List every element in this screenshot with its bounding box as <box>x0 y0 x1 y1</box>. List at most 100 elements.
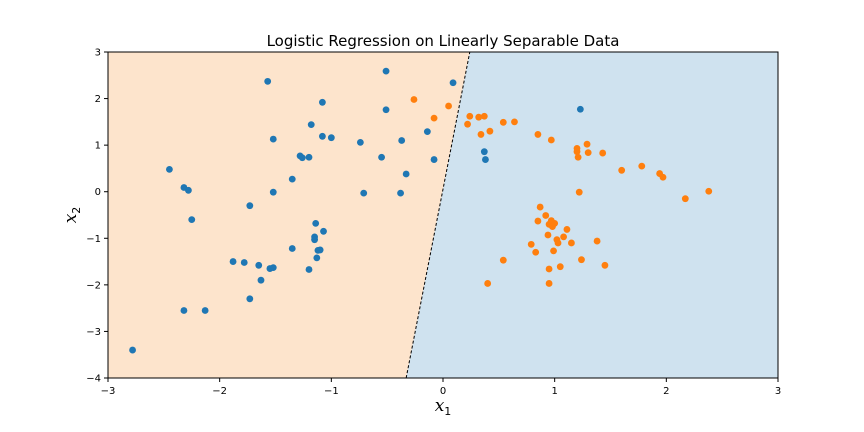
x-tick-label: 0 <box>440 386 446 397</box>
class-0-point <box>166 165 173 173</box>
class-0-point <box>298 154 306 162</box>
class-0-point <box>320 227 327 235</box>
class-1-point <box>556 263 564 271</box>
class-1-point <box>527 240 535 248</box>
class-0-point <box>313 254 321 262</box>
chart-title: Logistic Regression on Linearly Separabl… <box>267 32 620 50</box>
class-1-point <box>638 162 646 170</box>
class-1-point <box>560 233 567 241</box>
class-1-point <box>681 195 689 203</box>
class-0-point <box>288 175 296 183</box>
class-1-point <box>486 127 494 135</box>
class-1-point <box>480 112 488 120</box>
class-1-point <box>545 280 553 287</box>
class-0-point <box>430 156 438 163</box>
class-0-point <box>398 137 406 144</box>
class-1-point <box>601 261 609 269</box>
x-axis-label-base: x <box>435 396 445 416</box>
class-1-point <box>547 136 555 144</box>
class-1-point <box>575 188 583 196</box>
x-tick-label: 3 <box>775 386 781 397</box>
class-1-point <box>484 280 492 287</box>
class-0-point <box>397 189 404 197</box>
x-tick-label: 1 <box>551 386 557 397</box>
class-1-point <box>618 166 626 174</box>
x-tick-label: −3 <box>101 386 116 397</box>
class-1-point <box>573 148 581 156</box>
class-0-point <box>423 128 431 136</box>
class-0-point <box>305 153 313 161</box>
class-1-point <box>551 219 559 227</box>
y-axis-label: x2 <box>61 207 83 224</box>
x-tick-label: −2 <box>212 386 227 397</box>
class-1-point <box>574 153 582 161</box>
class-1-point <box>544 231 552 239</box>
class-0-point <box>319 132 326 140</box>
class-0-point <box>255 261 263 269</box>
class-0-region <box>108 52 470 378</box>
class-1-point <box>542 212 550 219</box>
y-axis-ticks: −4 −3 −2 −1 0 1 2 3 <box>86 48 108 385</box>
class-0-point <box>257 276 265 284</box>
class-0-point <box>269 188 277 196</box>
y-tick-label: 0 <box>95 187 101 198</box>
y-tick-label: 2 <box>95 94 101 105</box>
class-1-point <box>466 112 474 120</box>
class-0-point <box>449 79 457 87</box>
class-0-point <box>185 186 192 194</box>
class-1-point <box>534 131 542 138</box>
class-1-point <box>445 102 452 110</box>
y-tick-label: −4 <box>86 374 101 385</box>
class-0-point <box>319 98 326 106</box>
class-0-point <box>246 202 254 210</box>
class-1-point <box>705 187 713 195</box>
class-0-point <box>312 219 320 227</box>
class-0-point <box>327 134 335 142</box>
class-1-point <box>511 118 518 126</box>
class-0-point <box>129 346 136 354</box>
class-0-point <box>288 245 296 252</box>
class-0-point <box>356 138 364 146</box>
class-1-point <box>499 256 507 264</box>
y-tick-label: 1 <box>95 141 101 152</box>
class-1-point <box>554 239 562 247</box>
class-1-point <box>430 114 438 122</box>
plot-area <box>107 51 779 379</box>
class-1-point <box>475 113 483 121</box>
class-1-point <box>545 265 553 273</box>
class-0-point <box>382 106 390 114</box>
class-0-point <box>576 105 584 113</box>
class-1-point <box>593 237 601 245</box>
class-1-point <box>584 149 592 156</box>
class-0-point <box>305 266 313 273</box>
class-0-point <box>240 259 248 266</box>
class-0-point <box>360 189 368 197</box>
class-0-point <box>269 264 277 272</box>
class-0-point <box>382 67 390 75</box>
x-axis-label: x1 <box>435 396 452 418</box>
y-tick-label: −3 <box>86 327 101 338</box>
decision-boundary-line <box>405 51 471 379</box>
class-1-point <box>536 203 544 211</box>
class-1-point <box>563 226 571 233</box>
class-0-point <box>307 121 315 129</box>
class-1-point <box>477 131 485 138</box>
class-1-point <box>534 217 542 225</box>
class-1-point <box>568 239 575 247</box>
x-tick-label: −1 <box>324 386 339 397</box>
class-1-point <box>464 120 471 128</box>
y-axis-label-base: x <box>61 213 81 223</box>
class-1-point <box>410 96 418 103</box>
y-tick-label: −1 <box>86 234 101 245</box>
x-tick-label: 2 <box>663 386 669 397</box>
x-axis-label-subscript: 1 <box>444 405 451 418</box>
y-axis-label-subscript: 2 <box>70 207 83 214</box>
class-0-point <box>264 77 272 85</box>
class-1-point <box>583 140 591 148</box>
class-0-point <box>316 246 324 254</box>
class-1-point <box>659 173 667 181</box>
class-0-point <box>246 295 254 303</box>
class-0-point <box>402 170 410 178</box>
class-0-point <box>229 258 237 265</box>
